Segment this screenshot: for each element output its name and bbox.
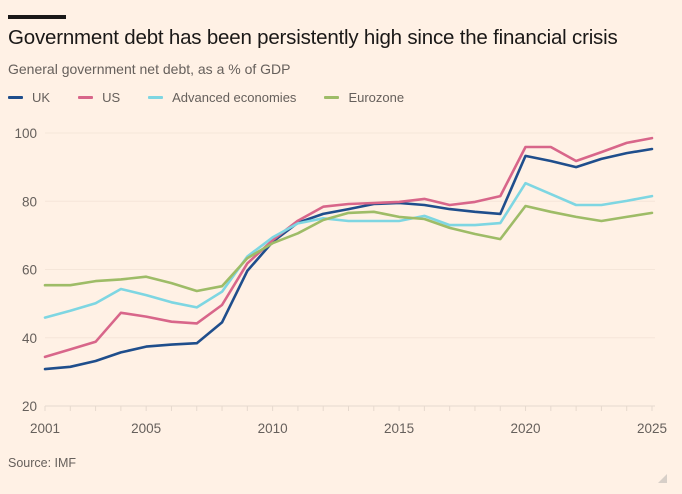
y-tick-label-20: 20 [22,399,37,414]
y-tick-label-80: 80 [22,194,37,209]
legend-label-uk: UK [32,90,51,105]
corner-mark-icon [658,474,667,483]
header-accent-bar [8,15,66,19]
series-lines [43,136,654,371]
x-tick-label-2020: 2020 [511,421,541,436]
series-us [43,136,654,359]
legend-item-us: US [78,90,120,105]
legend-swatch-us [78,96,94,99]
legend-item-advanced-economies: Advanced economies [148,90,296,105]
y-tick-label-100: 100 [14,126,37,141]
x-tick-label-2015: 2015 [384,421,414,436]
series-uk [43,147,654,371]
legend-swatch-advanced-economies [148,96,164,99]
x-tick-label-2005: 2005 [131,421,161,436]
legend-swatch-uk [8,96,23,99]
legend: UK US Advanced economies Eurozone [8,90,432,105]
chart-title: Government debt has been persistently hi… [8,26,618,49]
gridlines [45,132,655,407]
series-advanced-economies [43,181,654,319]
legend-label-us: US [102,90,121,105]
chart-subtitle: General government net debt, as a % of G… [8,61,291,77]
x-tick-label-2010: 2010 [258,421,288,436]
series-eurozone [43,204,654,293]
line-eurozone [43,204,654,293]
x-axis: 2001 2005 2010 2015 2020 2025 [30,406,667,436]
legend-item-eurozone: Eurozone [324,90,404,105]
line-uk [43,147,654,371]
y-axis: 20 40 60 80 100 [14,126,37,414]
line-advanced-economies [43,181,654,319]
legend-label-eurozone: Eurozone [348,90,405,105]
y-tick-label-40: 40 [22,331,37,346]
legend-label-advanced-economies: Advanced economies [172,90,297,105]
x-tick-label-2001: 2001 [30,421,60,436]
y-tick-label-60: 60 [22,263,37,278]
line-us [43,136,654,359]
source-note: Source: IMF [8,456,77,470]
legend-item-uk: UK [8,90,50,105]
x-tick-label-2025: 2025 [637,421,667,436]
legend-swatch-eurozone [324,96,340,99]
